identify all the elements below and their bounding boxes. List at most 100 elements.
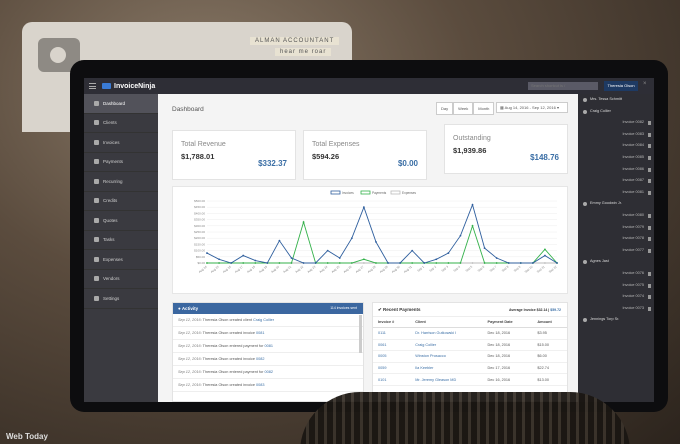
y-tick-label: $50.00 xyxy=(196,255,206,259)
recent-invoice-item[interactable]: Invoice 0083 xyxy=(578,129,654,141)
y-tick-label: $300.00 xyxy=(194,224,205,228)
activity-date: Sep 12, 2016 xyxy=(178,331,201,335)
range-day-button[interactable]: Day xyxy=(436,102,454,115)
activity-link[interactable]: 0082 xyxy=(264,370,273,374)
recent-invoice-item[interactable]: Invoice 0074 xyxy=(578,291,654,303)
activity-link[interactable]: 0081 xyxy=(256,331,265,335)
data-point xyxy=(471,224,474,227)
sidebar-item-tasks[interactable]: Tasks xyxy=(84,231,158,250)
data-point xyxy=(254,262,257,264)
activity-link[interactable]: 0082 xyxy=(256,357,265,361)
sidebar-item-invoices[interactable]: Invoices xyxy=(84,133,158,153)
recent-invoice-item[interactable]: Invoice 0078 xyxy=(578,233,654,245)
table-cell[interactable]: 0005 xyxy=(373,350,411,363)
file-icon xyxy=(648,237,651,242)
activity-link[interactable]: 0081 xyxy=(264,344,273,348)
date-range-picker[interactable]: ▦ Aug 14, 2016 - Sep 12, 2016 ▾ xyxy=(496,102,568,113)
recent-invoice-item[interactable]: Invoice 0082 xyxy=(578,117,654,129)
recent-invoice-item[interactable]: Invoice 0081 xyxy=(578,187,654,199)
recent-item-label: Invoice 0074 xyxy=(622,294,644,299)
table-cell[interactable]: Dr. Harrison Gutkowski I xyxy=(410,327,483,340)
sidebar-item-clients[interactable]: Clients xyxy=(84,114,158,133)
recent-invoice-item[interactable]: Invoice 0079 xyxy=(578,222,654,234)
sidebar-item-quotes[interactable]: Quotes xyxy=(84,211,158,231)
column-header[interactable]: Amount xyxy=(532,317,567,328)
settings-icon xyxy=(94,295,99,301)
recent-invoice-item[interactable]: Invoice 0073 xyxy=(578,303,654,315)
recent-client-item[interactable]: Jennings Torp Sr. xyxy=(578,314,654,326)
sidebar-item-recurring[interactable]: Recurring xyxy=(84,172,158,192)
table-cell[interactable]: 0061 xyxy=(373,339,411,352)
sidebar-item-expenses[interactable]: Expenses xyxy=(84,250,158,270)
table-cell[interactable]: Winston Prosacco xyxy=(410,350,483,363)
sidebar-item-dashboard[interactable]: Dashboard xyxy=(84,94,158,114)
range-month-button[interactable]: Month xyxy=(473,102,495,115)
column-header[interactable]: Invoice # xyxy=(373,317,411,328)
line-chart: Invoices Payments Expenses $500.00 $450.00 $4… xyxy=(194,190,558,274)
card-secondary-amount: $0.00 xyxy=(397,159,418,168)
y-tick-label: $200.00 xyxy=(194,236,205,240)
recent-invoice-item[interactable]: Invoice 0084 xyxy=(578,140,654,152)
card-total-expenses: Total Expenses $594.26 $0.00 xyxy=(303,130,427,180)
table-cell[interactable]: Craig Collier xyxy=(410,339,483,352)
data-point xyxy=(471,262,474,264)
sidebar-item-payments[interactable]: Payments xyxy=(84,153,158,172)
close-icon[interactable]: × xyxy=(643,81,647,87)
recent-invoice-item[interactable]: Invoice 0077 xyxy=(578,245,654,257)
sidebar-item-credits[interactable]: Credits xyxy=(84,192,158,211)
search-input[interactable] xyxy=(528,82,598,90)
data-point xyxy=(338,257,341,259)
user-menu-button[interactable]: Theresia Olson xyxy=(604,81,638,91)
x-tick-label: Sep 6 xyxy=(477,264,486,272)
x-tick-label: Sep 10 xyxy=(524,264,534,273)
table-cell[interactable]: 0111 xyxy=(373,327,411,340)
activity-item: Sep 12, 2016: Theresia Olson created cli… xyxy=(173,314,363,327)
sidebar-item-label: Clients xyxy=(103,120,117,126)
screen: InvoiceNinja Theresia Olson × Dashboard C… xyxy=(84,78,654,402)
recent-item-label: Invoice 0077 xyxy=(622,247,644,252)
activity-link[interactable]: 0083 xyxy=(256,383,265,387)
sidebar-item-settings[interactable]: Settings xyxy=(84,289,158,309)
payments-icon xyxy=(94,159,99,165)
x-tick-label: Sep 4 xyxy=(453,264,462,272)
quotes-icon xyxy=(94,217,99,223)
recent-client-item[interactable]: Agnes Jast xyxy=(578,256,654,268)
data-point xyxy=(423,262,426,264)
sidebar-item-vendors[interactable]: Vendors xyxy=(84,270,158,289)
activity-link[interactable]: Craig Collier xyxy=(253,318,274,322)
table-cell[interactable]: Ila Keebler xyxy=(410,362,483,375)
data-point xyxy=(326,249,329,252)
recent-client-item[interactable]: Emmy Goodwin Jr. xyxy=(578,198,654,210)
column-header[interactable]: Payment Date xyxy=(482,317,533,328)
column-header[interactable]: Client xyxy=(410,317,483,328)
brand-logo[interactable]: InvoiceNinja xyxy=(102,83,155,90)
main-content: Dashboard Day Week Month ▦ Aug 14, 2016 … xyxy=(158,94,578,402)
data-point xyxy=(544,248,546,251)
recent-client-item[interactable]: Craig Collier xyxy=(578,106,654,118)
table-cell[interactable]: 0059 xyxy=(373,362,411,375)
file-icon xyxy=(648,306,651,311)
data-point xyxy=(338,262,341,264)
table-cell: Dec 18, 2016 xyxy=(482,350,533,363)
recent-invoice-item[interactable]: Invoice 0080 xyxy=(578,210,654,222)
table-cell: $15.00 xyxy=(532,339,567,352)
recent-invoice-item[interactable]: Invoice 0076 xyxy=(578,268,654,280)
recent-client-item[interactable]: Mrs. Tessa Schmitt xyxy=(578,94,654,106)
average-value: $59.72 xyxy=(550,308,561,312)
recent-invoice-item[interactable]: Invoice 0087 xyxy=(578,175,654,187)
recent-invoice-item[interactable]: Invoice 0085 xyxy=(578,152,654,164)
sticker-accountant: ALMAN ACCOUNTANT xyxy=(250,37,340,45)
recent-invoice-item[interactable]: Invoice 0075 xyxy=(578,280,654,292)
activity-scrollbar[interactable] xyxy=(359,315,362,353)
recent-invoice-item[interactable]: Invoice 0086 xyxy=(578,164,654,176)
recent-item-label: Invoice 0075 xyxy=(622,282,644,287)
data-point xyxy=(447,252,450,254)
table-cell[interactable]: 0101 xyxy=(373,373,411,386)
activity-list: Sep 12, 2016: Theresia Olson created cli… xyxy=(173,314,363,392)
table-cell[interactable]: Mr. Jeremy Gleason MD xyxy=(410,373,483,386)
activity-text: Theresia Olson entered payment for xyxy=(202,344,264,348)
data-point xyxy=(495,257,498,259)
hamburger-menu-icon[interactable] xyxy=(89,83,96,89)
range-week-button[interactable]: Week xyxy=(453,102,474,115)
table-cell: Dec 18, 2016 xyxy=(482,339,533,352)
